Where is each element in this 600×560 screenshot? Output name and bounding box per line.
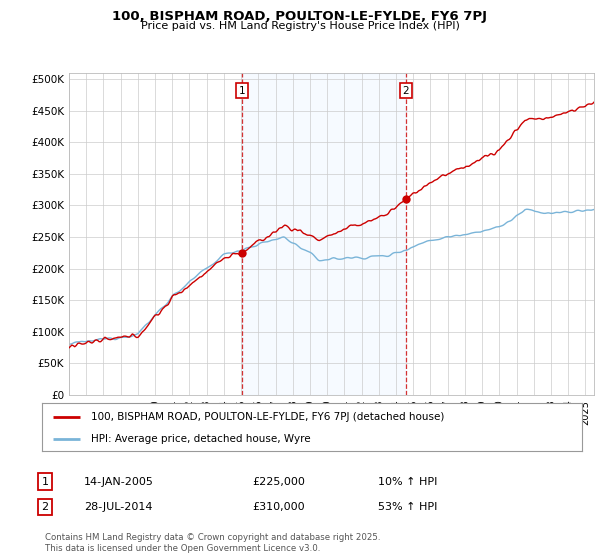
Bar	[242, 73, 406, 395]
Text: Price paid vs. HM Land Registry's House Price Index (HPI): Price paid vs. HM Land Registry's House …	[140, 21, 460, 31]
Text: HPI: Average price, detached house, Wyre: HPI: Average price, detached house, Wyre	[91, 434, 310, 444]
Text: Contains HM Land Registry data © Crown copyright and database right 2025.
This d: Contains HM Land Registry data © Crown c…	[45, 533, 380, 553]
Text: 10% ↑ HPI: 10% ↑ HPI	[378, 477, 437, 487]
Text: £310,000: £310,000	[252, 502, 305, 512]
Text: £225,000: £225,000	[252, 477, 305, 487]
Text: 14-JAN-2005: 14-JAN-2005	[84, 477, 154, 487]
Text: 1: 1	[41, 477, 49, 487]
Text: 28-JUL-2014: 28-JUL-2014	[84, 502, 152, 512]
Text: 53% ↑ HPI: 53% ↑ HPI	[378, 502, 437, 512]
Text: 100, BISPHAM ROAD, POULTON-LE-FYLDE, FY6 7PJ: 100, BISPHAM ROAD, POULTON-LE-FYLDE, FY6…	[113, 10, 487, 23]
Text: 2: 2	[41, 502, 49, 512]
Text: 2: 2	[403, 86, 409, 96]
Text: 1: 1	[239, 86, 245, 96]
Text: 100, BISPHAM ROAD, POULTON-LE-FYLDE, FY6 7PJ (detached house): 100, BISPHAM ROAD, POULTON-LE-FYLDE, FY6…	[91, 412, 444, 422]
